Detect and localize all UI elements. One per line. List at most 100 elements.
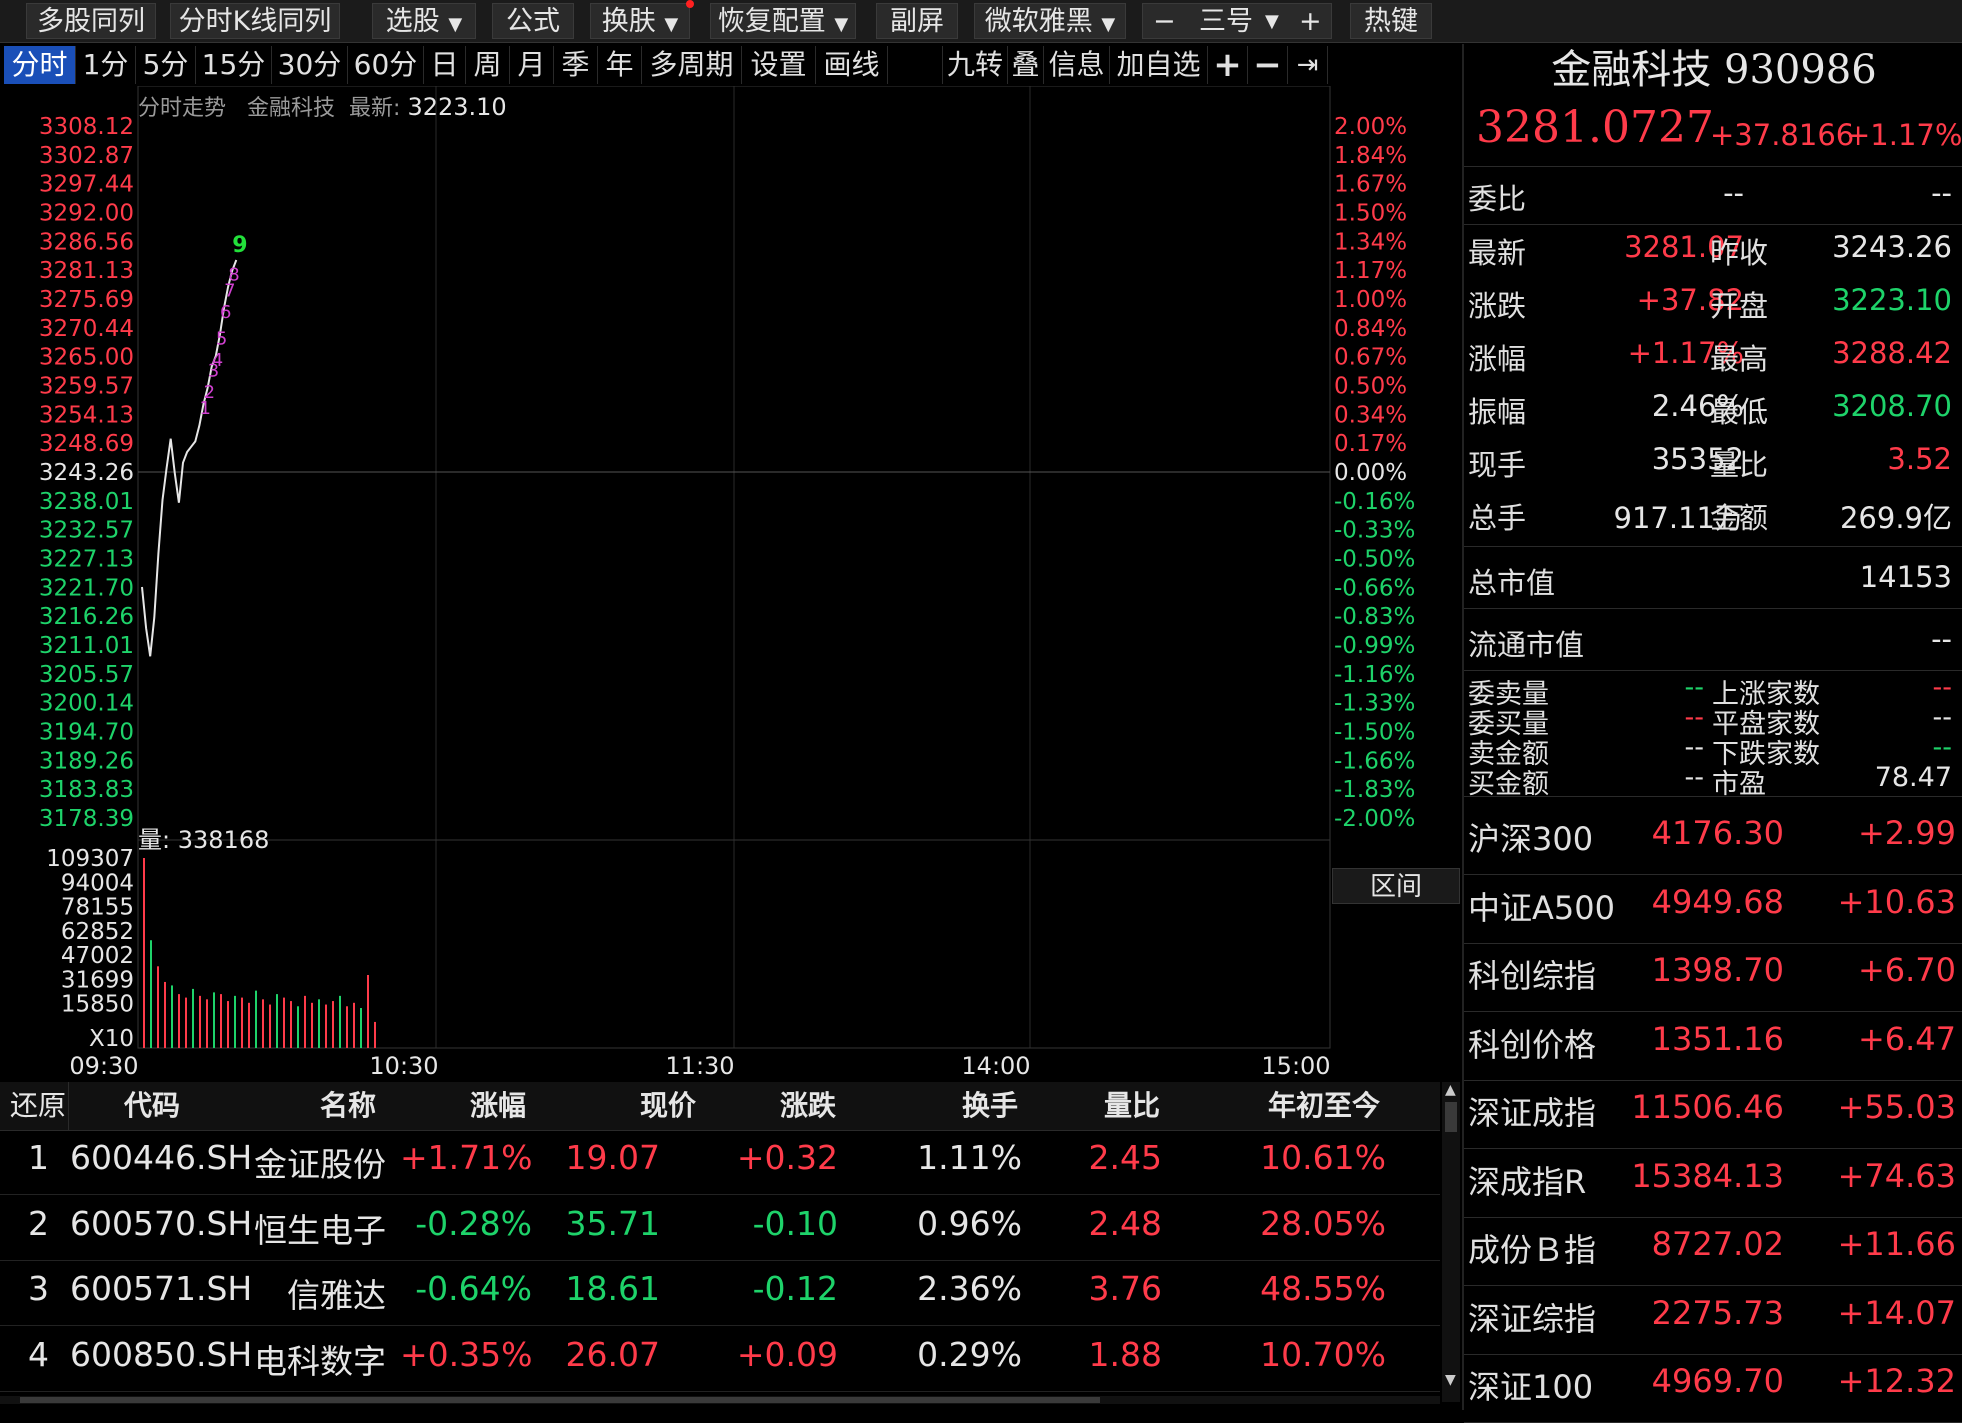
skin-dropdown[interactable]: 换肤 ▼: [590, 3, 690, 39]
row-name: 信雅达: [287, 1276, 386, 1315]
scroll-thumb[interactable]: [1445, 1102, 1457, 1132]
price-tick: 3227.13: [39, 547, 134, 573]
percent-tick: 0.50%: [1334, 374, 1407, 400]
minus-icon[interactable]: −: [1248, 46, 1288, 84]
index-name[interactable]: 深证100: [1468, 1368, 1594, 1406]
intraday-kline-column-button[interactable]: 分时K线同列: [170, 3, 340, 39]
add-watchlist-button[interactable]: 加自选: [1110, 46, 1208, 84]
table-scrollbar[interactable]: ▲ ▼: [1442, 1082, 1460, 1402]
percent-tick: 2.00%: [1334, 114, 1407, 140]
row-price: 19.07: [565, 1138, 660, 1177]
row-ytd: 48.55%: [1260, 1269, 1386, 1308]
sub-screen-button[interactable]: 副屏: [876, 3, 958, 39]
tab-5min[interactable]: 5分: [136, 46, 196, 84]
scroll-up-icon[interactable]: ▲: [1445, 1082, 1456, 1098]
restore-config-dropdown[interactable]: 恢复配置 ▼: [710, 3, 856, 39]
font-size-decrease-button[interactable]: −: [1153, 6, 1176, 37]
col-turnover[interactable]: 换手: [962, 1089, 1019, 1122]
volume-tick: 31699: [61, 967, 134, 993]
tab-day[interactable]: 日: [424, 46, 466, 84]
quote-value: 2.46%: [1651, 389, 1744, 423]
info-button[interactable]: 信息: [1044, 46, 1110, 84]
index-change: +74.63: [1837, 1156, 1956, 1195]
row-ytd: 10.70%: [1260, 1334, 1386, 1374]
volume-tick: 109307: [46, 846, 134, 872]
price-tick: 3243.26: [39, 460, 134, 486]
col-pct[interactable]: 涨幅: [470, 1089, 527, 1122]
row-volume-ratio: 2.45: [1088, 1138, 1162, 1177]
quote-value: 3.52: [1887, 442, 1952, 476]
col-price[interactable]: 现价: [640, 1089, 697, 1122]
scroll-down-icon[interactable]: ▼: [1445, 1372, 1456, 1388]
price-tick: 3183.83: [39, 777, 134, 803]
font-family-dropdown[interactable]: 微软雅黑 ▼: [974, 3, 1126, 39]
settings-button[interactable]: 设置: [742, 46, 816, 84]
percent-tick: 0.00%: [1334, 460, 1407, 486]
tab-year[interactable]: 年: [598, 46, 642, 84]
tab-60min[interactable]: 60分: [348, 46, 424, 84]
plot-border: [137, 85, 1331, 1049]
font-family-label: 微软雅黑: [984, 6, 1093, 37]
percent-tick: -1.16%: [1334, 662, 1415, 688]
interval-button[interactable]: 区间: [1332, 868, 1460, 904]
chevron-down-icon[interactable]: ▼: [1265, 11, 1279, 32]
tab-30min[interactable]: 30分: [272, 46, 348, 84]
tab-week[interactable]: 周: [466, 46, 510, 84]
tab-15min[interactable]: 15分: [196, 46, 272, 84]
horizontal-scrollbar[interactable]: [0, 1396, 1440, 1404]
hotkey-button[interactable]: 热键: [1350, 3, 1432, 39]
formula-button[interactable]: 公式: [492, 3, 574, 39]
table-row[interactable]: [0, 1327, 1440, 1392]
col-name[interactable]: 名称: [320, 1089, 377, 1122]
index-name[interactable]: 深成指R: [1468, 1162, 1587, 1201]
price-tick: 3254.13: [39, 402, 134, 428]
percent-tick: -0.66%: [1334, 575, 1415, 601]
tab-1min[interactable]: 1分: [76, 46, 136, 84]
draw-line-button[interactable]: 画线: [816, 46, 888, 84]
index-name[interactable]: 成份Ｂ指: [1468, 1231, 1597, 1269]
index-name[interactable]: 深证成指: [1468, 1094, 1597, 1132]
intraday-chart[interactable]: 3308.123302.873297.443292.003286.563281.…: [0, 85, 1462, 1080]
stat-label: 委买量: [1468, 709, 1549, 740]
weibi-value-1: --: [1723, 176, 1744, 210]
intraday-chart-area[interactable]: 3308.12 3302.87 3297.44 3292.00 3286.56 3281.…: [0, 85, 1462, 1080]
quote-price: 3281.0727: [1476, 102, 1714, 153]
stat-label: 买金额: [1468, 769, 1549, 800]
tab-month[interactable]: 月: [510, 46, 554, 84]
tab-quarter[interactable]: 季: [554, 46, 598, 84]
index-name[interactable]: 沪深300: [1468, 820, 1594, 858]
row-ytd: 10.61%: [1260, 1138, 1386, 1177]
col-ytd[interactable]: 年初至今: [1268, 1089, 1381, 1122]
col-volume-ratio[interactable]: 量比: [1104, 1089, 1161, 1122]
price-tick: 3292.00: [39, 201, 134, 227]
font-size-label[interactable]: 三号: [1199, 6, 1253, 37]
collapse-right-icon[interactable]: ⇥: [1288, 46, 1328, 84]
table-row[interactable]: [0, 1130, 1440, 1195]
table-header: [0, 1082, 1440, 1131]
table-row[interactable]: [0, 1261, 1440, 1326]
index-value: 2275.73: [1651, 1293, 1784, 1332]
index-name[interactable]: 科创价格: [1468, 1025, 1597, 1064]
nine-turn-button[interactable]: 九转: [942, 46, 1008, 84]
tab-intraday[interactable]: 分时: [4, 46, 76, 84]
plus-icon[interactable]: +: [1208, 46, 1248, 84]
index-name[interactable]: 科创综指: [1468, 957, 1597, 995]
col-change[interactable]: 涨跌: [780, 1089, 837, 1122]
table-row[interactable]: [0, 1196, 1440, 1261]
skin-label: 换肤: [601, 6, 656, 37]
horizontal-scroll-thumb[interactable]: [20, 1397, 1100, 1403]
multi-stock-column-button[interactable]: 多股同列: [26, 3, 156, 39]
col-code[interactable]: 代码: [124, 1089, 181, 1122]
index-name[interactable]: 深证综指: [1468, 1299, 1597, 1338]
chevron-down-icon: ▼: [1101, 14, 1116, 35]
quote-value: 3281.07: [1624, 230, 1744, 264]
tab-multi-period[interactable]: 多周期: [642, 46, 742, 84]
index-value: 11506.46: [1631, 1088, 1784, 1126]
font-size-increase-button[interactable]: +: [1299, 6, 1322, 37]
stock-picker-dropdown[interactable]: 选股 ▼: [372, 3, 476, 39]
percent-tick: 1.50%: [1334, 201, 1407, 227]
row-turnover: 2.36%: [917, 1269, 1022, 1308]
overlay-button[interactable]: 叠: [1008, 46, 1044, 84]
index-name[interactable]: 中证A500: [1468, 888, 1615, 927]
restore-button[interactable]: 还原: [10, 1089, 67, 1122]
